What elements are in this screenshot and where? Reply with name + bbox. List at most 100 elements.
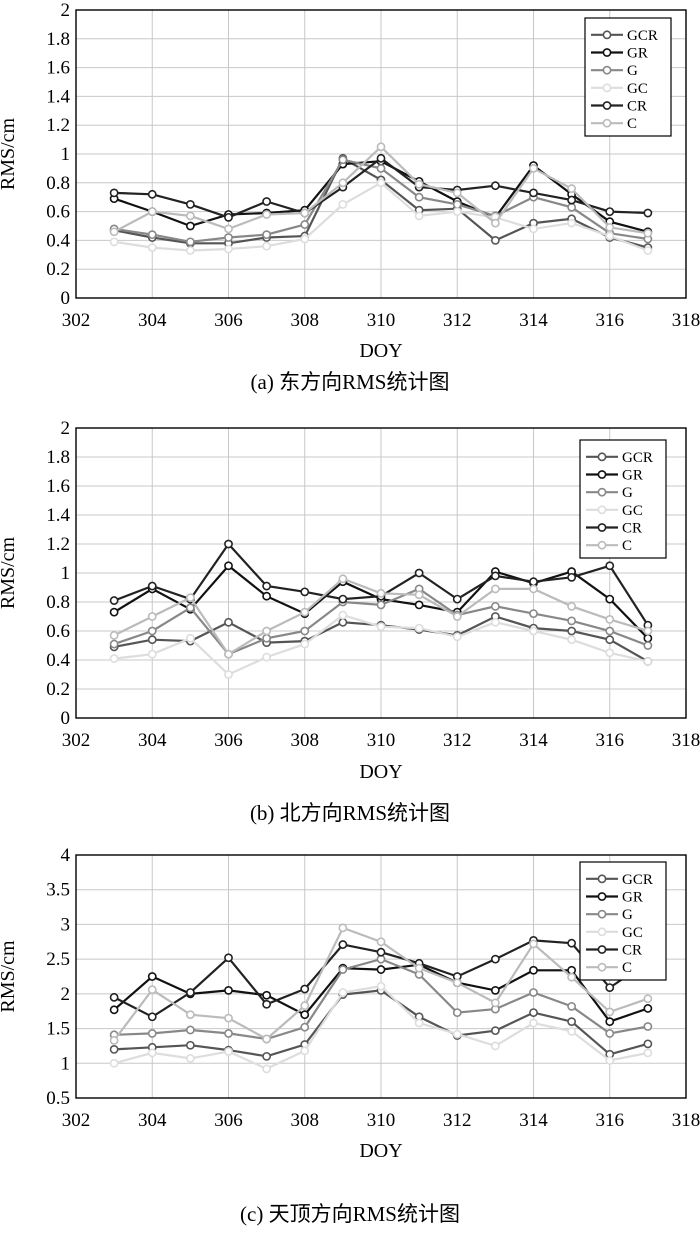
legend-box [579, 861, 667, 981]
legend-label-g: G [622, 485, 633, 501]
data-point-c [300, 607, 310, 617]
data-point-gc [490, 617, 500, 627]
data-point-c [490, 998, 500, 1008]
chart-caption-north: (b) 北方向RMS统计图 [249, 801, 451, 825]
data-point-gc [224, 670, 233, 679]
data-point-c [414, 590, 424, 600]
data-point-cr [452, 594, 462, 604]
data-point-c [452, 978, 462, 988]
data-point-c [109, 227, 119, 237]
data-point-g [376, 600, 386, 610]
y-tick-label: 0.6 [46, 202, 70, 223]
data-point-g [529, 988, 538, 997]
data-point-g [376, 954, 386, 964]
data-point-gr [224, 985, 233, 995]
data-point-c [376, 142, 386, 152]
legend-label-gc: GC [622, 503, 643, 519]
data-point-gr [605, 594, 615, 604]
data-point-gc [376, 622, 386, 632]
data-point-g [338, 155, 348, 165]
chart-up: 302 304 306 308 310 312 314 316 318 0.5 1 1.5 2 2.5 3 3… [0, 845, 700, 1162]
data-point-c [300, 208, 310, 218]
data-point-g [300, 626, 310, 636]
y-tick-label: 0 [61, 288, 71, 309]
data-point-g [376, 163, 386, 173]
data-point-gc [414, 211, 424, 221]
data-point-g [185, 237, 195, 247]
data-point-g [529, 609, 538, 618]
x-tick-label: 310 [367, 310, 396, 331]
data-point-cr [490, 181, 500, 191]
data-point-gc [147, 1048, 157, 1058]
data-point-gcr [147, 635, 157, 645]
data-point-cr [605, 207, 615, 216]
legend-label-g: G [622, 907, 633, 923]
y-tick-label: 1 [61, 144, 71, 165]
legend-label-g: G [627, 63, 638, 79]
y-tick-label: 3.5 [46, 880, 70, 901]
data-point-c [224, 649, 233, 659]
data-point-cr [567, 572, 577, 582]
data-point-g [300, 220, 310, 229]
plot-frame [75, 9, 687, 299]
data-point-c [605, 1007, 615, 1017]
y-axis-label: RMS/cm [0, 940, 19, 1013]
data-point-c [605, 614, 615, 624]
y-tick-label: 1.8 [46, 447, 70, 468]
data-point-gc [262, 241, 272, 251]
data-point-c [109, 1035, 119, 1045]
legend-box [579, 439, 667, 559]
data-point-g [643, 1022, 653, 1031]
legend-marker-g [602, 65, 612, 75]
data-point-c [567, 601, 577, 611]
data-point-gr [185, 221, 195, 231]
y-tick-label: 3 [61, 914, 71, 935]
data-point-gc [452, 632, 462, 642]
x-tick-label: 312 [443, 310, 472, 331]
x-tick-label: 316 [596, 1110, 625, 1131]
data-point-c [338, 574, 348, 584]
data-point-g [147, 230, 157, 240]
data-point-g [567, 202, 577, 212]
data-point-g [262, 230, 272, 240]
data-point-gr [567, 965, 577, 975]
data-point-gc [452, 1029, 462, 1039]
data-point-c [224, 224, 233, 234]
legend-label-c: C [627, 116, 637, 132]
legend-marker-cr [602, 101, 612, 110]
data-point-cr [300, 587, 310, 597]
data-point-g [452, 1008, 462, 1018]
legend-marker-c [597, 540, 607, 550]
x-tick-label: 310 [367, 730, 396, 751]
data-point-cr [262, 581, 272, 591]
data-point-gcr [605, 635, 615, 645]
data-point-g [567, 1001, 577, 1011]
y-tick-label: 1.2 [46, 115, 70, 136]
data-point-c [262, 626, 272, 636]
plot-frame [75, 427, 687, 719]
x-tick-label: 306 [214, 1110, 243, 1131]
y-tick-label: 1.2 [46, 534, 70, 555]
data-point-c [605, 223, 615, 232]
data-point-cr [529, 188, 538, 198]
y-tick-label: 0.8 [46, 592, 70, 613]
data-point-gc [338, 199, 348, 209]
data-point-c [338, 923, 348, 933]
data-point-gr [109, 1005, 119, 1015]
data-point-g [185, 1025, 195, 1035]
y-tick-label: 2 [61, 0, 71, 21]
data-point-gc [109, 1058, 119, 1068]
data-point-cr [109, 596, 119, 605]
chart-panel-east: 302 304 306 308 310 312 314 316 318 0 0.2 0.4 0.6 0.8… [0, 0, 700, 410]
y-tick-label: 2 [61, 418, 71, 439]
data-point-cr [605, 561, 615, 571]
y-tick-label: 1 [61, 563, 71, 584]
data-point-cr [376, 153, 386, 163]
x-tick-label: 318 [672, 310, 700, 331]
data-point-cr [262, 999, 272, 1009]
data-point-c [185, 593, 195, 603]
legend-label-gr: GR [622, 890, 643, 906]
x-tick-label: 302 [62, 1110, 91, 1131]
legend-label-gr: GR [622, 468, 643, 484]
data-point-c [643, 228, 653, 238]
